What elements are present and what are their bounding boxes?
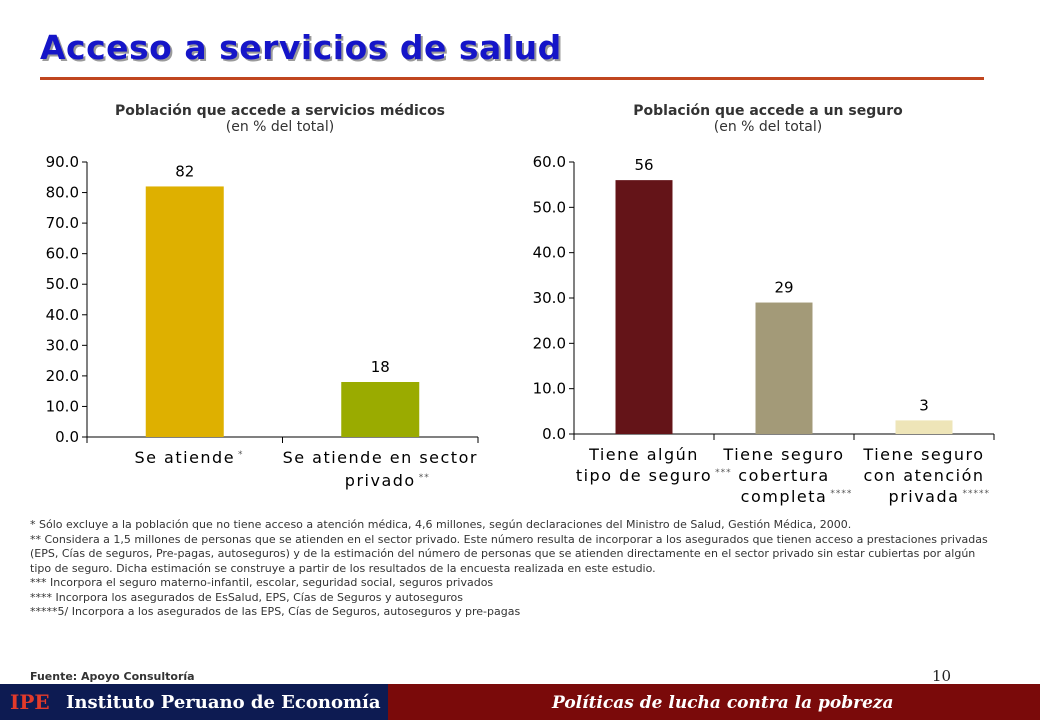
bar — [895, 420, 953, 434]
chart-insurance-access: 0.0 10.0 20.0 30.0 40.0 50.0 60.0 56 Tiene algún… — [533, 153, 995, 506]
bar — [755, 302, 813, 434]
bar — [615, 180, 673, 434]
slide-title: Acceso a servicios de salud — [40, 28, 562, 67]
x-tick-label: cobertura — [738, 466, 829, 485]
y-tick-label: 60.0 — [46, 245, 79, 263]
footnotes: * Sólo excluye a la población que no tie… — [30, 518, 990, 620]
x-tick-label: tipo de seguro — [576, 466, 712, 485]
y-tick-label: 70.0 — [46, 214, 79, 232]
chart1-subtitle: (en % del total) — [225, 119, 335, 135]
y-tick-label: 30.0 — [533, 289, 566, 307]
source-note: Fuente: Apoyo Consultoría — [30, 670, 195, 683]
footer-topic: Políticas de lucha contra la pobreza — [552, 693, 894, 713]
footer-brand: IPE Instituto Peruano de Economía — [0, 684, 388, 720]
bar — [145, 186, 224, 437]
y-tick-label: 20.0 — [46, 367, 79, 385]
footnote-mark: * — [238, 450, 244, 460]
page-number: 10 — [932, 667, 952, 685]
chart-medical-access: 0.0 10.0 20.0 30.0 40.0 50.0 60.0 70.0 80.0 90.0 8… — [46, 153, 479, 490]
ipe-logo: IPE — [10, 690, 50, 714]
data-label: 56 — [634, 156, 653, 174]
footnote: *** Incorpora el seguro materno-infantil… — [30, 576, 494, 589]
chart2-subtitle: (en % del total) — [713, 119, 823, 135]
chart2-title: Población que accede a un seguro — [633, 103, 903, 119]
data-label: 82 — [175, 162, 194, 180]
x-tick-label: completa — [741, 487, 828, 506]
y-tick-label: 0.0 — [55, 428, 79, 446]
footnote-mark: *** — [715, 468, 732, 478]
chart1-header: Población que accede a servicios médicos… — [60, 103, 500, 135]
title-underline — [40, 77, 984, 80]
y-tick-label: 60.0 — [533, 153, 566, 171]
y-tick-label: 10.0 — [533, 380, 566, 398]
x-tick-label: privado — [345, 471, 416, 490]
data-label: 29 — [774, 279, 793, 297]
x-tick-label: Tiene seguro — [862, 445, 984, 464]
footnote: **** Incorpora los asegurados de EsSalud… — [30, 590, 463, 604]
chart2-header: Población que accede a un seguro (en % d… — [548, 103, 988, 135]
y-tick-label: 50.0 — [533, 198, 566, 216]
footnote-mark: ** — [419, 473, 430, 483]
y-tick-label: 40.0 — [533, 244, 566, 262]
x-tick-label: Se atiende — [134, 448, 235, 467]
y-tick-label: 10.0 — [46, 397, 79, 415]
institute-name: Instituto Peruano de Economía — [66, 692, 381, 713]
x-tick-label: Tiene algún — [588, 445, 699, 464]
footnote-mark: ***** — [962, 489, 990, 499]
x-tick-label: privada — [889, 487, 960, 506]
footnote-mark: **** — [830, 489, 852, 499]
footnote: * Sólo excluye a la población que no tie… — [30, 518, 852, 531]
footnote: *****5/ Incorpora a los asegurados de la… — [30, 605, 521, 618]
y-tick-label: 20.0 — [533, 334, 566, 352]
chart1-title: Población que accede a servicios médicos — [114, 103, 446, 119]
y-tick-label: 30.0 — [46, 336, 79, 354]
y-tick-label: 90.0 — [46, 153, 79, 171]
footnote: ** Considera a 1,5 millones de personas … — [30, 532, 988, 575]
data-label: 3 — [919, 396, 929, 414]
y-tick-label: 0.0 — [542, 425, 566, 443]
y-tick-label: 80.0 — [46, 184, 79, 202]
x-tick-label: Tiene seguro — [722, 445, 844, 464]
y-tick-label: 40.0 — [46, 306, 79, 324]
bar — [341, 382, 420, 437]
footer-bar: IPE Instituto Peruano de Economía Políti… — [0, 684, 1040, 720]
y-tick-label: 50.0 — [46, 275, 79, 293]
data-label: 18 — [371, 358, 390, 376]
x-tick-label: con atención — [863, 466, 984, 485]
x-tick-label: Se atiende en sector — [283, 448, 478, 467]
